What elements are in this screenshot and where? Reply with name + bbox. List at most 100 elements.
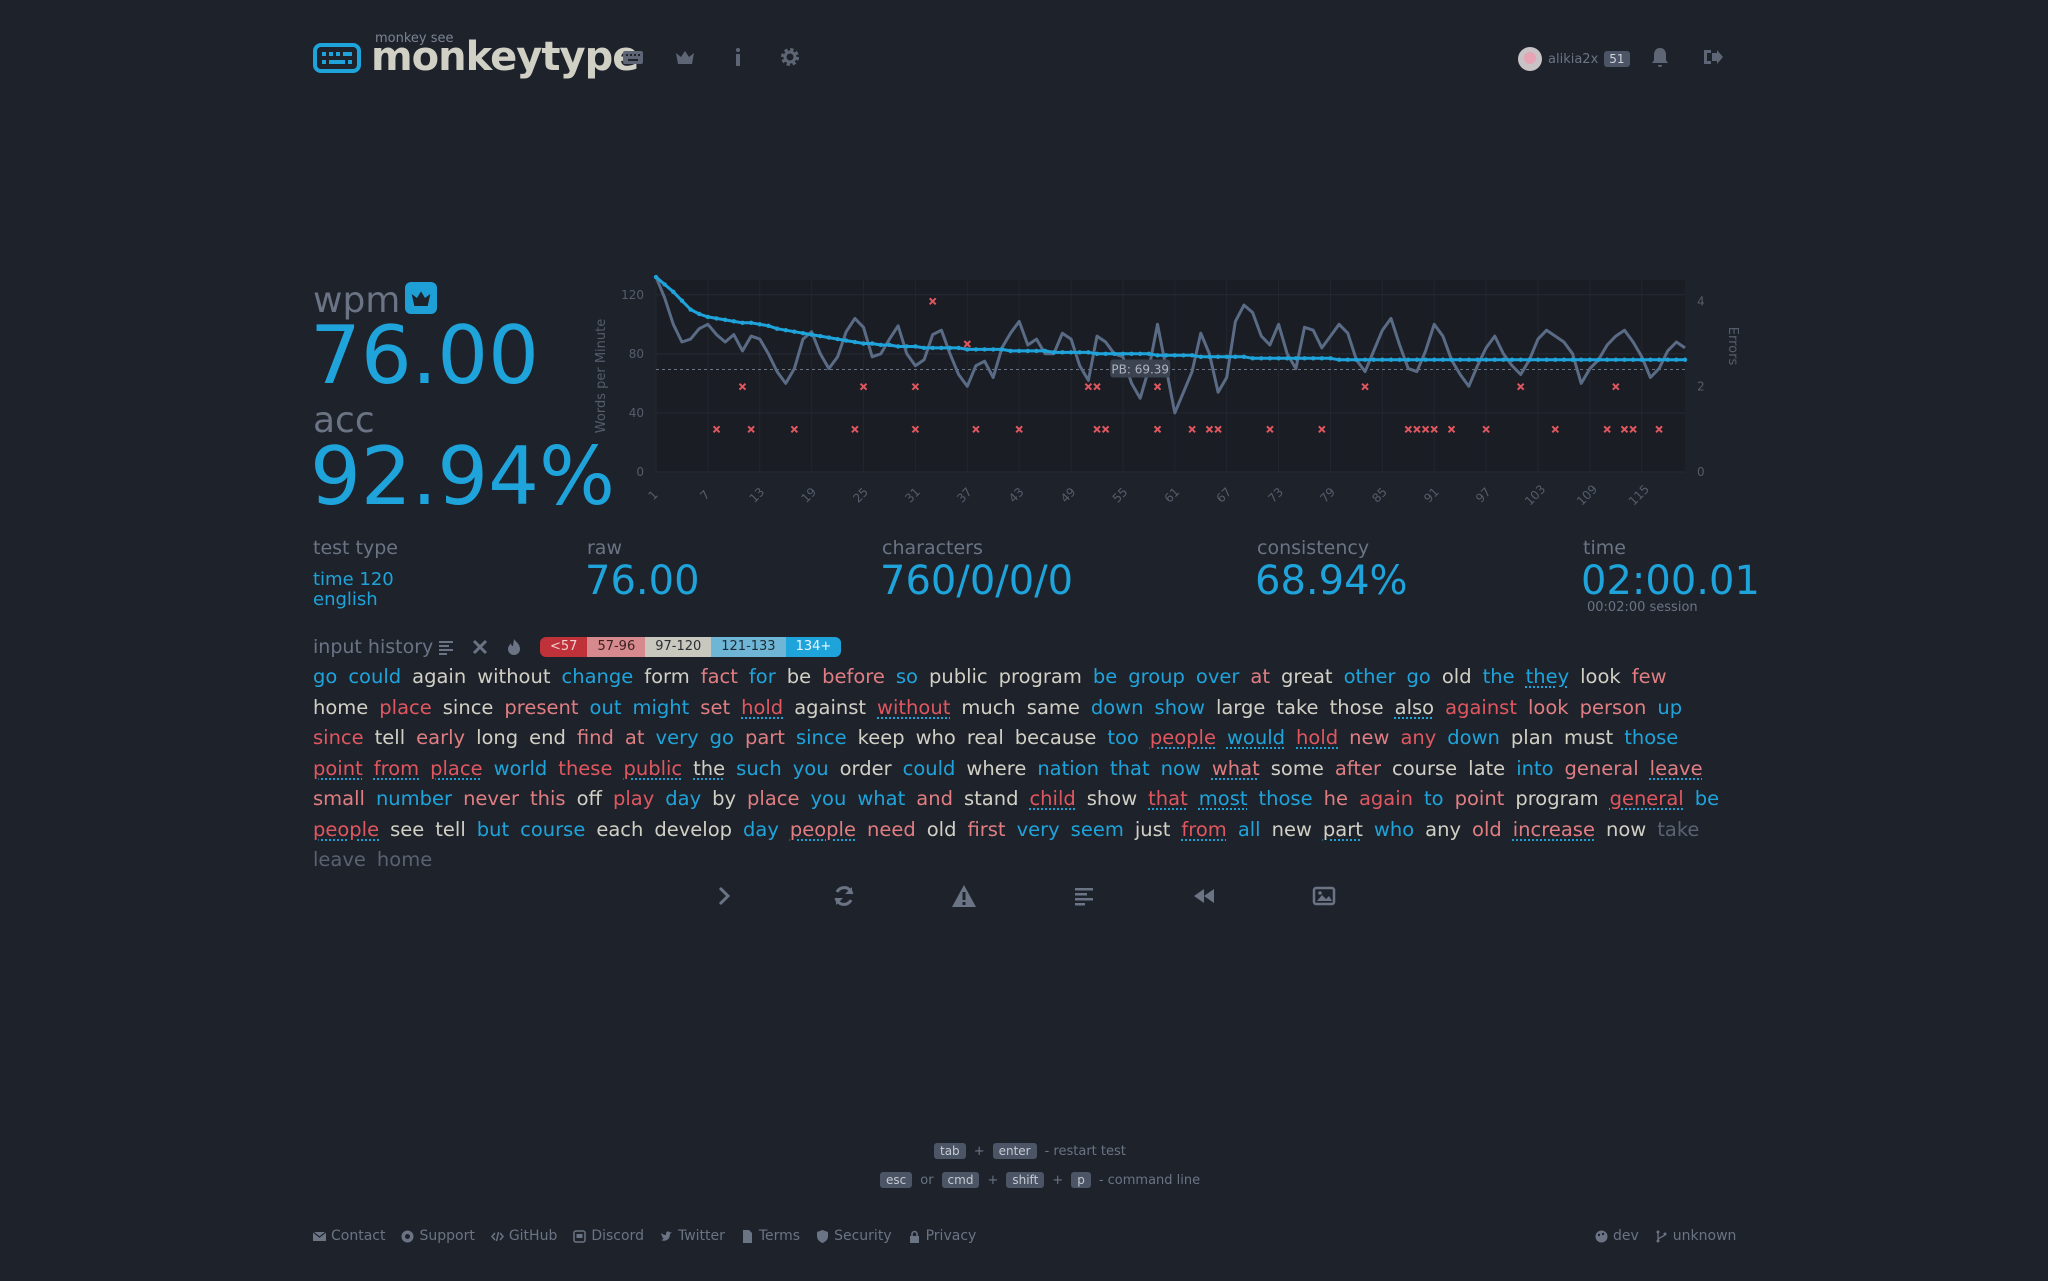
history-word[interactable]: first <box>967 817 1006 841</box>
history-word[interactable]: order <box>839 756 892 780</box>
history-word[interactable]: from <box>373 756 420 780</box>
history-word[interactable]: stand <box>963 787 1019 810</box>
history-word[interactable]: this <box>529 787 566 810</box>
history-word[interactable]: other <box>1343 665 1396 688</box>
history-word[interactable]: fact <box>700 665 738 688</box>
history-word[interactable]: from <box>1181 817 1227 841</box>
history-word[interactable]: be <box>786 665 812 688</box>
history-word[interactable]: that <box>1148 787 1188 810</box>
history-word[interactable]: since <box>442 695 494 719</box>
history-word[interactable]: look <box>1527 695 1569 719</box>
brand-name[interactable]: monkeytype <box>371 34 639 80</box>
history-word[interactable]: all <box>1237 817 1261 841</box>
history-word[interactable]: general <box>1609 787 1684 810</box>
history-word[interactable]: without <box>477 665 551 688</box>
footer-terms[interactable]: Terms <box>741 1228 800 1244</box>
history-word[interactable]: form <box>644 665 690 688</box>
replay-icon[interactable] <box>1191 883 1217 909</box>
history-word[interactable]: keep <box>857 726 905 749</box>
history-word[interactable]: very <box>1016 817 1060 841</box>
close-icon[interactable] <box>471 638 489 656</box>
history-word[interactable]: look <box>1580 665 1621 688</box>
history-word[interactable]: again <box>1358 787 1414 810</box>
report-icon[interactable] <box>951 883 977 909</box>
history-word[interactable]: you <box>792 756 829 780</box>
history-word[interactable]: such <box>736 756 782 780</box>
history-word[interactable]: public <box>623 756 683 780</box>
history-word[interactable]: who <box>1373 817 1415 841</box>
history-word[interactable]: could <box>902 756 956 780</box>
history-word[interactable]: hold <box>741 695 784 719</box>
history-word[interactable]: take <box>1276 695 1319 719</box>
history-word[interactable]: up <box>1657 695 1683 719</box>
footer-twitter[interactable]: Twitter <box>660 1228 725 1244</box>
history-word[interactable]: late <box>1468 756 1506 780</box>
history-word[interactable]: set <box>700 695 731 719</box>
history-word[interactable]: person <box>1579 695 1647 719</box>
history-word[interactable]: great <box>1281 665 1333 688</box>
gear-icon[interactable] <box>778 45 802 69</box>
history-word[interactable]: because <box>1014 726 1097 749</box>
history-word[interactable]: part <box>1322 817 1363 841</box>
history-word[interactable]: leave <box>1649 756 1703 780</box>
history-word[interactable]: need <box>866 817 916 841</box>
theme-switcher[interactable]: dev <box>1595 1228 1639 1244</box>
user-account[interactable]: alikia2x 51 <box>1518 47 1630 71</box>
footer-discord[interactable]: Discord <box>573 1228 644 1244</box>
history-word[interactable]: tell <box>374 726 406 749</box>
history-word[interactable]: out <box>589 695 622 719</box>
history-word[interactable]: again <box>412 665 467 688</box>
history-word[interactable]: day <box>665 787 702 810</box>
bell-icon[interactable] <box>1648 45 1672 69</box>
align-icon[interactable] <box>437 638 455 656</box>
history-word[interactable]: now <box>1160 756 1201 780</box>
history-word[interactable]: that <box>1109 756 1150 780</box>
history-word[interactable]: also <box>1394 695 1435 719</box>
info-icon[interactable] <box>726 45 750 69</box>
history-word[interactable]: after <box>1334 756 1381 780</box>
history-word[interactable]: by <box>712 787 737 810</box>
history-word[interactable]: old <box>1441 665 1472 688</box>
history-word[interactable]: home <box>313 695 369 719</box>
history-word[interactable]: for <box>748 665 776 688</box>
history-word[interactable]: place <box>747 787 800 810</box>
history-word[interactable]: who <box>915 726 956 749</box>
history-word[interactable]: few <box>1631 665 1667 688</box>
history-word[interactable]: go <box>709 726 734 749</box>
history-word[interactable]: most <box>1198 787 1248 810</box>
history-word[interactable]: plan <box>1510 726 1554 749</box>
history-word[interactable]: so <box>895 665 918 688</box>
history-word[interactable]: what <box>857 787 906 810</box>
history-word[interactable]: these <box>558 756 613 780</box>
history-word[interactable]: they <box>1525 665 1570 688</box>
history-word[interactable]: present <box>504 695 579 719</box>
history-word[interactable]: change <box>561 665 634 688</box>
history-word[interactable]: but <box>476 817 510 841</box>
history-word[interactable]: each <box>596 817 644 841</box>
footer-support[interactable]: Support <box>401 1228 475 1244</box>
history-word[interactable]: off <box>576 787 602 810</box>
history-word[interactable]: since <box>795 726 847 749</box>
words-history-icon[interactable] <box>1071 883 1097 909</box>
history-word[interactable]: nation <box>1037 756 1099 780</box>
history-word[interactable]: end <box>529 726 566 749</box>
history-word[interactable]: real <box>966 726 1004 749</box>
history-word[interactable]: just <box>1134 817 1171 841</box>
history-word[interactable]: take <box>1657 817 1700 841</box>
keyboard-icon[interactable] <box>621 45 645 69</box>
history-word[interactable]: very <box>655 726 699 749</box>
history-word[interactable]: new <box>1349 726 1390 749</box>
history-word[interactable]: point <box>313 756 363 780</box>
version-info[interactable]: unknown <box>1655 1228 1736 1244</box>
history-word[interactable]: general <box>1564 756 1639 780</box>
history-word[interactable]: go <box>313 665 338 688</box>
history-word[interactable]: the <box>1482 665 1515 688</box>
history-word[interactable]: leave <box>313 848 366 871</box>
history-word[interactable]: into <box>1516 756 1554 780</box>
history-word[interactable]: those <box>1624 726 1679 749</box>
history-word[interactable]: show <box>1086 787 1138 810</box>
history-word[interactable]: hold <box>1296 726 1339 749</box>
history-word[interactable]: home <box>376 848 433 871</box>
history-word[interactable]: large <box>1215 695 1266 719</box>
crown-icon[interactable] <box>673 45 697 69</box>
